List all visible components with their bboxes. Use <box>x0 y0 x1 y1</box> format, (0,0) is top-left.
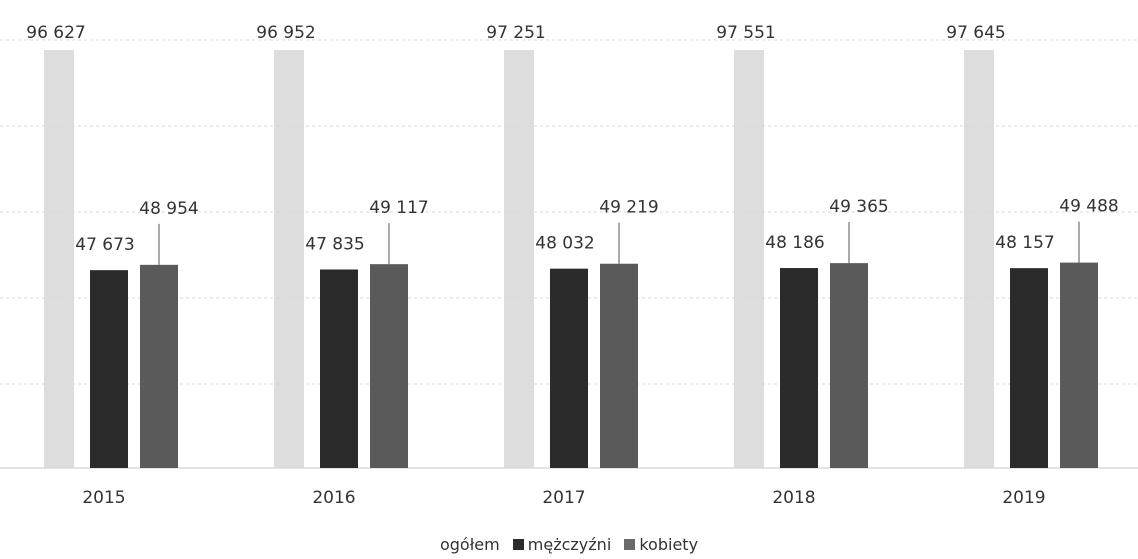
data-label: 97 551 <box>716 23 775 43</box>
legend-item-women: kobiety <box>624 535 698 554</box>
bar-men-2019 <box>1010 268 1048 468</box>
bar-men-2016 <box>320 269 358 468</box>
data-label: 47 673 <box>75 235 134 255</box>
data-label: 97 645 <box>946 23 1005 43</box>
bar-women-2019 <box>1060 262 1098 468</box>
legend-swatch-women <box>624 539 636 550</box>
bar-women-2018 <box>830 263 868 468</box>
legend-item-total: ogółem <box>440 535 500 554</box>
legend-label-total: ogółem <box>439 535 500 554</box>
bars <box>44 50 1098 468</box>
legend-swatch-men <box>512 539 524 550</box>
bar-total-2016 <box>274 50 304 468</box>
legend: ogółem mężczyźni kobiety <box>0 535 1138 554</box>
data-label: 48 954 <box>139 199 198 219</box>
bar-men-2015 <box>90 270 128 468</box>
x-tick-label: 2017 <box>542 488 585 508</box>
x-tick-label: 2015 <box>82 488 125 508</box>
data-label: 49 219 <box>599 198 658 218</box>
x-tick-label: 2016 <box>312 488 355 508</box>
x-tick-labels: 2015 2016 2017 2018 2019 <box>82 488 1045 508</box>
legend-label-women: kobiety <box>639 535 699 554</box>
data-label: 49 488 <box>1059 197 1118 217</box>
bar-total-2019 <box>964 50 994 468</box>
data-label: 96 952 <box>256 23 315 43</box>
bar-total-2015 <box>44 50 74 468</box>
bar-women-2017 <box>600 263 638 468</box>
data-label: 48 186 <box>765 233 824 253</box>
data-label: 96 627 <box>26 23 85 43</box>
data-label: 49 117 <box>369 198 428 218</box>
data-label: 49 365 <box>829 197 888 217</box>
bar-total-2018 <box>734 50 764 468</box>
bar-women-2015 <box>140 264 178 468</box>
legend-item-men: mężczyźni <box>512 535 612 554</box>
x-tick-label: 2018 <box>772 488 815 508</box>
x-tick-label: 2019 <box>1002 488 1045 508</box>
bar-men-2018 <box>780 268 818 468</box>
legend-label-men: mężczyźni <box>527 535 612 554</box>
data-label: 48 032 <box>535 234 594 254</box>
data-label: 47 835 <box>305 234 364 254</box>
bar-total-2017 <box>504 50 534 468</box>
bar-men-2017 <box>550 268 588 468</box>
data-label: 97 251 <box>486 23 545 43</box>
bar-women-2016 <box>370 264 408 468</box>
data-label: 48 157 <box>995 233 1054 253</box>
